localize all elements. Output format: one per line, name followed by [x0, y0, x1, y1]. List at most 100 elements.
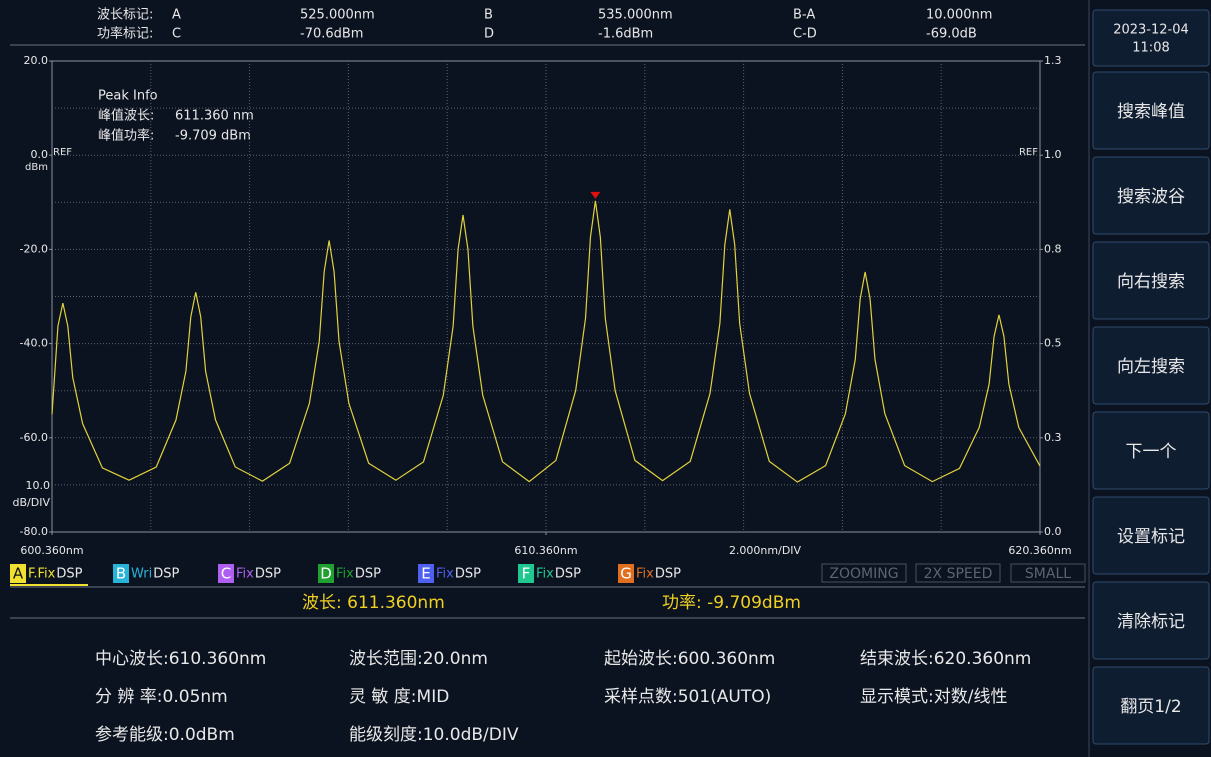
- button[interactable]: [1092, 581, 1210, 660]
- button-label[interactable]: 设置标记: [1117, 527, 1185, 547]
- trace-badge[interactable]: [10, 564, 26, 583]
- y2-tick-label: 0.5: [1044, 337, 1062, 350]
- y-tick-label: -40.0: [20, 337, 48, 350]
- datetime-box: [1092, 9, 1210, 67]
- x-tick-label: 600.360nm: [20, 544, 83, 557]
- button[interactable]: [1092, 411, 1210, 490]
- button-label[interactable]: 搜索波谷: [1117, 187, 1185, 207]
- trace-badge[interactable]: [418, 564, 434, 583]
- trace-mode[interactable]: Fix: [436, 567, 454, 582]
- trace-display[interactable]: DSP: [255, 567, 281, 582]
- trace-letter[interactable]: E: [421, 565, 430, 583]
- trace-mode[interactable]: F.Fix: [28, 567, 56, 582]
- y-tick-label: -80.0: [20, 525, 48, 538]
- x-scale: 2.000nm/DIV: [729, 544, 802, 557]
- status-label: ZOOMING: [829, 566, 898, 582]
- marker-text: D: [484, 27, 494, 42]
- trace-display[interactable]: DSP: [355, 567, 381, 582]
- trace-letter[interactable]: A: [13, 565, 24, 583]
- status-box: [821, 563, 907, 583]
- trace-mode[interactable]: Fix: [336, 567, 354, 582]
- peak-info-label: 峰值功率:: [98, 128, 154, 144]
- button-label[interactable]: 搜索峰值: [1117, 102, 1185, 122]
- peak-info-label: 峰值波长:: [98, 108, 154, 124]
- status-label: SMALL: [1025, 566, 1071, 582]
- x-tick-label: 620.360nm: [1008, 544, 1071, 557]
- trace-letter[interactable]: B: [116, 565, 126, 583]
- trace-letter[interactable]: G: [620, 565, 632, 583]
- marker-text: B: [484, 8, 493, 23]
- setting: 灵 敏 度:MID: [349, 687, 449, 707]
- setting: 起始波长:600.360nm: [604, 649, 775, 669]
- peak-marker: [590, 191, 601, 199]
- button[interactable]: [1092, 156, 1210, 235]
- button[interactable]: [1092, 666, 1210, 745]
- trace-mode[interactable]: Fix: [236, 567, 254, 582]
- status-box: [915, 563, 1001, 583]
- marker-text: -1.6dBm: [598, 27, 653, 42]
- trace-badge[interactable]: [318, 564, 334, 583]
- marker-text: 10.000nm: [926, 8, 992, 23]
- trace-mode[interactable]: Fix: [636, 567, 654, 582]
- trace-letter[interactable]: D: [320, 565, 332, 583]
- y-tick-label: 0.0: [31, 148, 49, 161]
- trace-badge[interactable]: [518, 564, 534, 583]
- trace-display[interactable]: DSP: [655, 567, 681, 582]
- marker-text: 525.000nm: [300, 8, 375, 23]
- marker-text: C: [172, 27, 181, 42]
- y-tick-label: -20.0: [20, 242, 48, 255]
- trace-display[interactable]: DSP: [56, 567, 82, 582]
- setting: 参考能级:0.0dBm: [95, 725, 235, 745]
- marker-text: 功率标记:: [97, 26, 153, 42]
- y2-tick-label: 0.3: [1044, 431, 1062, 444]
- setting: 结束波长:620.360nm: [860, 649, 1031, 669]
- trace-display[interactable]: DSP: [153, 567, 179, 582]
- date: 2023-12-04: [1113, 23, 1189, 38]
- trace-display[interactable]: DSP: [455, 567, 481, 582]
- marker-text: 535.000nm: [598, 8, 673, 23]
- setting: 分 辨 率:0.05nm: [95, 687, 228, 707]
- button-label[interactable]: 下一个: [1126, 442, 1177, 462]
- setting: 波长范围:20.0nm: [349, 649, 488, 669]
- y-scale: 10.0: [26, 479, 51, 492]
- trace-letter[interactable]: F: [522, 565, 531, 583]
- trace-badge[interactable]: [218, 564, 234, 583]
- trace-mode[interactable]: Wri: [131, 567, 152, 582]
- time: 11:08: [1132, 41, 1169, 56]
- button-label[interactable]: 向左搜索: [1117, 357, 1185, 377]
- ref-label: REF: [1019, 147, 1038, 158]
- y-scale: dB/DIV: [13, 496, 51, 509]
- trace-mode[interactable]: Fix: [536, 567, 554, 582]
- status-box: [1010, 563, 1086, 583]
- marker-text: -70.6dBm: [300, 27, 363, 42]
- setting: 采样点数:501(AUTO): [604, 687, 771, 707]
- trace-badge[interactable]: [113, 564, 129, 583]
- y2-tick-label: 0.8: [1044, 242, 1062, 255]
- button[interactable]: [1092, 71, 1210, 150]
- button[interactable]: [1092, 326, 1210, 405]
- readout-wavelength: 波长: 611.360nm: [302, 593, 445, 613]
- button-label[interactable]: 向右搜索: [1117, 272, 1185, 292]
- marker-text: B-A: [793, 8, 815, 23]
- peak-info-title: Peak Info: [98, 89, 158, 104]
- trace: [51, 200, 1041, 483]
- trace-letter[interactable]: C: [221, 565, 231, 583]
- setting: 显示模式:对数/线性: [860, 687, 1007, 707]
- marker-text: A: [172, 8, 181, 23]
- trace-badge[interactable]: [618, 564, 634, 583]
- y2-tick-label: 1.0: [1044, 148, 1062, 161]
- button[interactable]: [1092, 241, 1210, 320]
- y2-tick-label: 1.3: [1044, 54, 1062, 67]
- status-label: 2X SPEED: [924, 566, 993, 582]
- button-label[interactable]: 翻页1/2: [1120, 697, 1181, 717]
- marker-text: 波长标记:: [97, 8, 153, 23]
- button[interactable]: [1092, 496, 1210, 575]
- marker-text: C-D: [793, 27, 817, 42]
- marker-text: -69.0dB: [926, 27, 977, 42]
- peak-info-value: 611.360 nm: [175, 109, 254, 124]
- button-label[interactable]: 清除标记: [1117, 612, 1185, 632]
- trace-display[interactable]: DSP: [555, 567, 581, 582]
